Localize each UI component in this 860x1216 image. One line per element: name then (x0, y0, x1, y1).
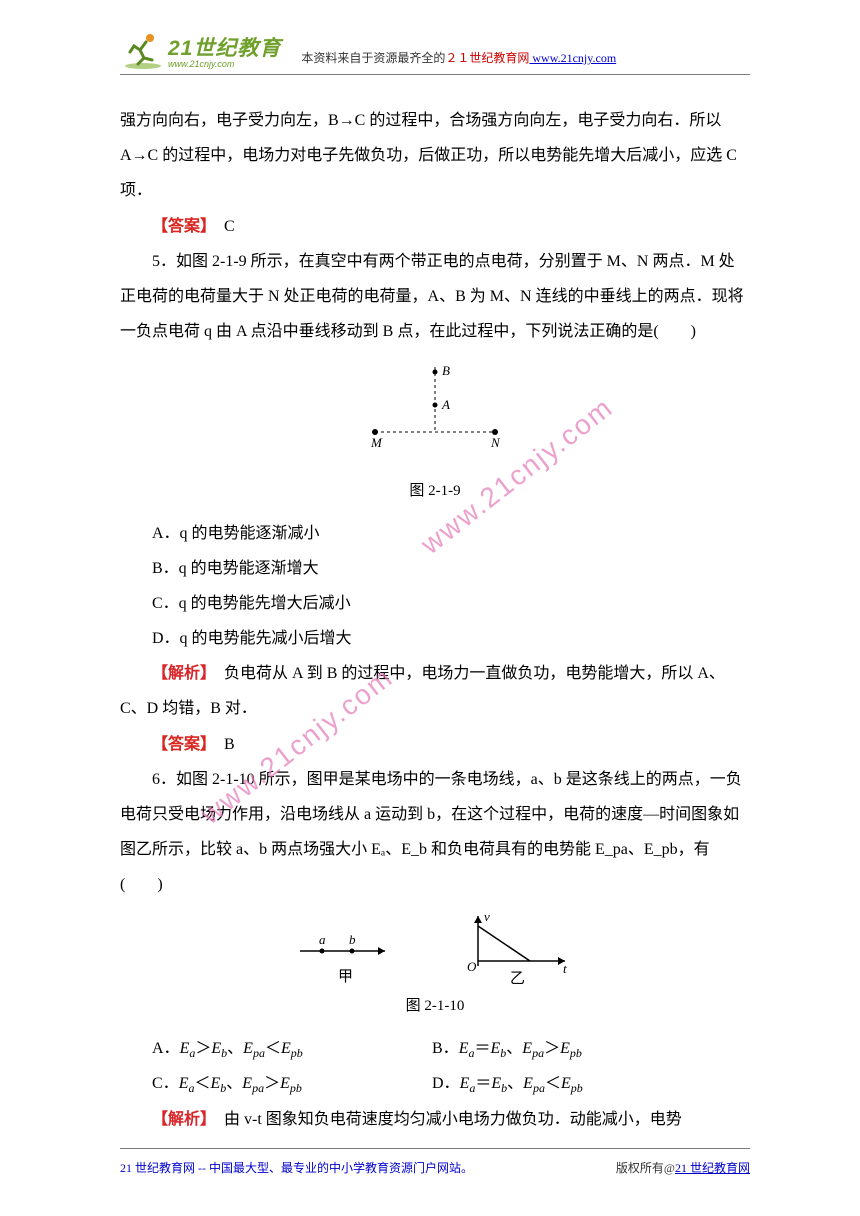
paragraph-continuation: 强方向向右，电子受力向左，B→C 的过程中，合场强方向向左，电子受力向右．所以 … (120, 103, 750, 209)
question-5: 5．如图 2-1-9 所示，在真空中有两个带正电的点电荷，分别置于 M、N 两点… (120, 244, 750, 350)
page-footer: 21 世纪教育网 -- 中国最大型、最专业的中小学教育资源门户网站。 版权所有@… (120, 1148, 750, 1176)
main-content: 强方向向右，电子受力向左，B→C 的过程中，合场强方向向左，电子受力向右．所以 … (120, 103, 750, 1137)
runner-icon (120, 30, 166, 70)
figure-2-1-9: M N A B 图 2-1-9 (120, 357, 750, 507)
svg-text:a: a (319, 932, 326, 947)
q5-option-d: D．q 的电势能先减小后增大 (120, 621, 750, 656)
analysis-5: 【解析】 负电荷从 A 到 B 的过程中，电场力一直做负功，电势能增大，所以 A… (120, 656, 750, 726)
q5-option-b: B．q 的电势能逐渐增大 (120, 551, 750, 586)
page-header: 21世纪教育 www.21cnjy.com 本资料来自于资源最齐全的２１世纪教育… (120, 30, 750, 75)
label-B: B (442, 363, 450, 378)
svg-text:v: v (484, 911, 490, 924)
q6-options-row1: A．Ea＞Eb、Epa＜Epb B．Ea＝Eb、Epa＞Epb (120, 1031, 750, 1067)
answer-4: 【答案】 C (120, 209, 750, 244)
question-6: 6．如图 2-1-10 所示，图甲是某电场中的一条电场线，a、b 是这条线上的两… (120, 762, 750, 903)
figure-caption-10: 图 2-1-10 (120, 990, 750, 1023)
header-link[interactable]: www.21cnjy.com (529, 51, 616, 65)
figure-2-1-10: a b 甲 v t O 乙 图 2-1-10 (120, 911, 750, 1023)
q5-option-a: A．q 的电势能逐渐减小 (120, 516, 750, 551)
svg-text:b: b (349, 932, 356, 947)
answer-5: 【答案】 B (120, 727, 750, 762)
figure-caption-9: 图 2-1-9 (120, 475, 750, 508)
analysis-6: 【解析】 由 v-t 图象知负电荷速度均匀减小电场力做负功．动能减小，电势 (120, 1102, 750, 1137)
q6-options-row2: C．Ea＜Eb、Epa＞Epb D．Ea＝Eb、Epa＜Epb (120, 1066, 750, 1102)
svg-text:乙: 乙 (510, 971, 525, 986)
label-N: N (490, 435, 501, 450)
footer-left: 21 世纪教育网 -- 中国最大型、最专业的中小学教育资源门户网站。 (120, 1159, 473, 1176)
svg-text:甲: 甲 (338, 969, 353, 985)
footer-link[interactable]: 21 世纪教育网 (675, 1161, 750, 1175)
label-M: M (370, 435, 383, 450)
q5-option-c: C．q 的电势能先增大后减小 (120, 586, 750, 621)
svg-text:O: O (467, 959, 477, 974)
logo: 21世纪教育 www.21cnjy.com (120, 30, 281, 70)
svg-text:t: t (563, 961, 567, 976)
footer-right: 版权所有@21 世纪教育网 (616, 1159, 750, 1176)
label-A: A (441, 397, 450, 412)
logo-title: 21世纪教育 (168, 32, 281, 62)
header-source: 本资料来自于资源最齐全的２１世纪教育网 www.21cnjy.com (301, 49, 616, 70)
